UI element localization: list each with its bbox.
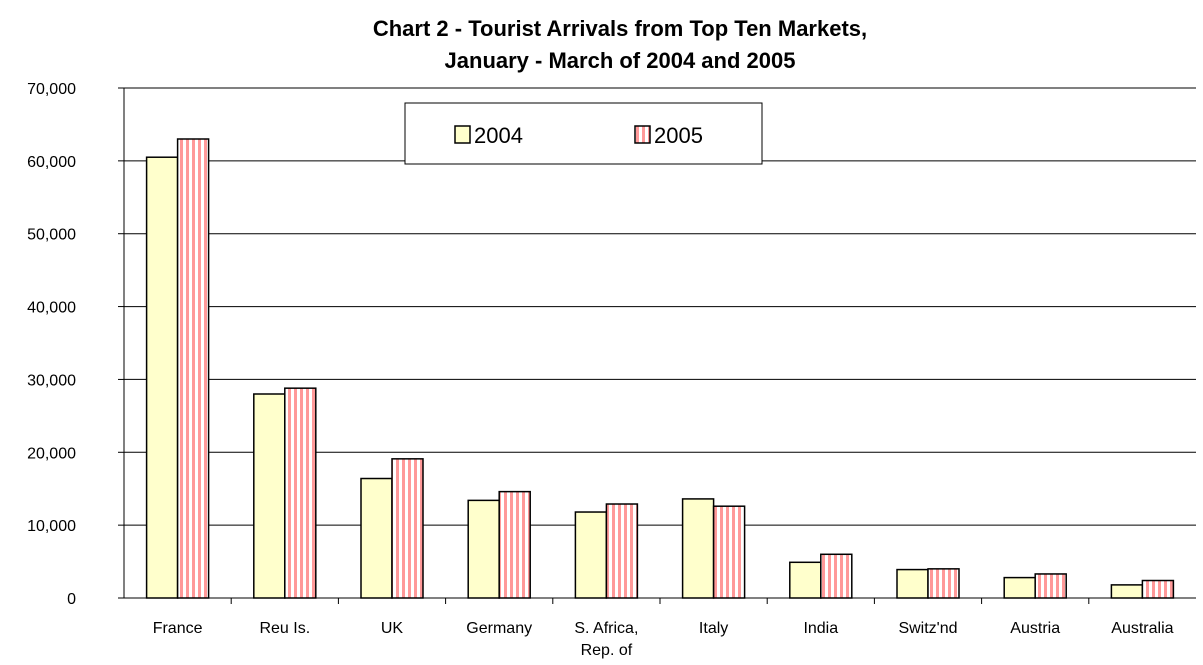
- legend-swatch-2004: [454, 125, 471, 144]
- bar-2004-0: [145, 156, 179, 599]
- x-tick-label: Italy: [699, 620, 728, 637]
- bar-2005-3: [498, 490, 531, 599]
- y-tick-label: 50,000: [27, 227, 76, 244]
- bar-2005-6: [820, 553, 853, 599]
- bar-2005-0: [176, 138, 210, 599]
- y-axis: 0 10,000 20,000 30,000 40,000 50,000 60,000 70,…: [27, 81, 125, 608]
- x-tick-label: Australia: [1111, 620, 1173, 637]
- bar-2005-1: [284, 387, 317, 599]
- x-tick-label: France: [153, 620, 203, 637]
- bar-2005-5: [712, 505, 746, 599]
- x-tick-label: Germany: [466, 620, 532, 637]
- y-tick-label: 70,000: [27, 81, 76, 98]
- bar-2004-5: [681, 498, 715, 599]
- x-tick-label: UK: [381, 620, 404, 637]
- x-tick-label: S. Africa,: [574, 620, 638, 637]
- x-tick-label: Austria: [1010, 620, 1060, 637]
- bar-2004-8: [1003, 576, 1036, 599]
- bar-2004-2: [360, 477, 393, 599]
- bar-2005-2: [391, 458, 424, 599]
- legend: 2004 2005: [404, 102, 763, 165]
- chart-title: Chart 2 - Tourist Arrivals from Top Ten …: [373, 16, 867, 41]
- y-tick-label: 0: [67, 591, 76, 608]
- y-tick-label: 40,000: [27, 300, 76, 317]
- x-tick-label: India: [803, 620, 838, 637]
- y-tick-label: 20,000: [27, 445, 76, 462]
- bar-2004-4: [574, 511, 608, 599]
- bar-2005-7: [927, 568, 960, 599]
- y-tick-label: 10,000: [27, 518, 76, 535]
- legend-label-2005: 2005: [654, 123, 703, 148]
- bar-2004-1: [253, 393, 286, 599]
- bars: [145, 138, 1175, 599]
- x-axis: France Reu Is. UK Germany S. Africa, Rep. of I…: [124, 597, 1196, 659]
- bar-2004-3: [467, 499, 500, 599]
- y-tick-label: 30,000: [27, 372, 76, 389]
- legend-label-2004: 2004: [474, 123, 523, 148]
- bar-2005-4: [605, 503, 639, 599]
- y-tick-label: 60,000: [27, 154, 76, 171]
- chart-subtitle: January - March of 2004 and 2005: [445, 48, 796, 73]
- bar-2005-8: [1034, 573, 1067, 599]
- x-tick-label: Switz'nd: [898, 620, 957, 637]
- bar-2004-6: [789, 561, 822, 599]
- bar-2005-9: [1141, 579, 1175, 599]
- bar-2004-9: [1110, 584, 1144, 599]
- x-tick-label: Rep. of: [581, 642, 633, 659]
- x-tick-label: Reu Is.: [259, 620, 310, 637]
- bar-2004-7: [896, 568, 929, 599]
- legend-swatch-2005: [634, 125, 651, 144]
